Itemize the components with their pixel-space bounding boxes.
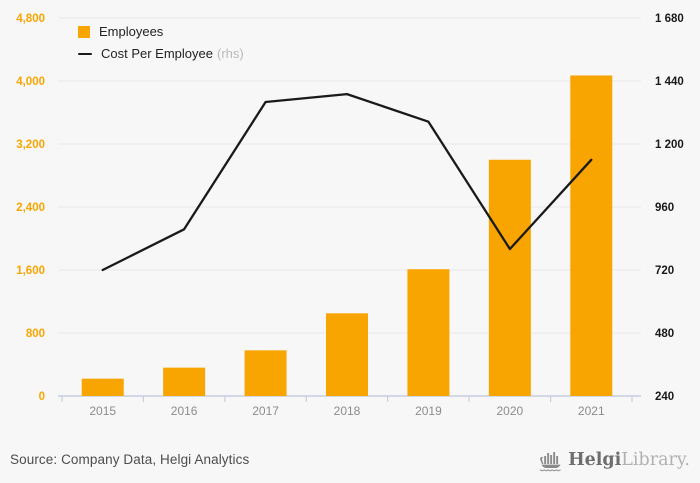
logo-text-bold: Helgi — [568, 450, 622, 471]
left-axis-tick-label: 3,200 — [16, 139, 45, 151]
bar-2017 — [244, 350, 287, 396]
legend-item-employees: Employees — [78, 24, 244, 39]
left-axis-tick-label: 4,000 — [16, 76, 45, 88]
logo-text-light: Library. — [621, 450, 690, 471]
left-axis-tick-label: 1,600 — [16, 265, 45, 277]
chart-area: 0 240 800 480 1,600 720 2,400 960 3,200 1 200 4,00… — [16, 13, 684, 418]
bar-2019 — [407, 269, 450, 396]
x-axis-category-label: 2015 — [89, 404, 116, 418]
x-axis-category-label: 2021 — [578, 404, 605, 418]
bar-2020 — [488, 159, 531, 396]
right-axis-tick-label: 480 — [655, 328, 674, 340]
left-axis-tick-label: 800 — [26, 328, 45, 340]
footer: Source: Company Data, Helgi Analytics He… — [0, 440, 700, 483]
right-axis-tick-label: 1 200 — [655, 139, 684, 151]
x-axis-category-label: 2020 — [497, 404, 524, 418]
right-axis-tick-label: 720 — [655, 265, 674, 277]
right-axis-tick-label: 240 — [655, 391, 674, 403]
x-axis-category-label: 2018 — [334, 404, 361, 418]
line-swatch-icon — [78, 52, 92, 55]
left-axis-tick-label: 2,400 — [16, 202, 45, 214]
bar-2015 — [81, 378, 124, 396]
chart-canvas: 0 240 800 480 1,600 720 2,400 960 3,200 1 200 4,00… — [16, 13, 684, 418]
logo-wordmark: HelgiLibrary. — [568, 452, 690, 470]
legend-label: Employees — [99, 24, 164, 39]
right-axis-tick-label: 1 440 — [655, 76, 684, 88]
legend-item-cost-per-employee: Cost Per Employee (rhs) — [78, 46, 244, 61]
bar-2021 — [570, 75, 613, 397]
x-axis-category-label: 2017 — [252, 404, 279, 418]
bar-2016 — [163, 367, 206, 396]
rhs-note: (rhs) — [217, 46, 244, 61]
x-axis-category-label: 2019 — [415, 404, 442, 418]
helgi-ship-icon — [539, 452, 561, 472]
employees-swatch-icon — [78, 25, 90, 38]
helgi-library-logo: HelgiLibrary. — [539, 448, 690, 474]
left-axis-tick-label: 0 — [39, 391, 45, 403]
legend-label: Cost Per Employee (rhs) — [101, 46, 244, 61]
x-axis-category-label: 2016 — [171, 404, 198, 418]
bar-2018 — [326, 313, 368, 396]
right-axis-tick-label: 960 — [655, 202, 674, 214]
legend: Employees Cost Per Employee (rhs) — [78, 24, 244, 61]
cost-per-employee-line — [101, 92, 593, 272]
source-text: Source: Company Data, Helgi Analytics — [10, 452, 250, 467]
right-axis-tick-label: 1 680 — [655, 13, 684, 25]
left-axis-tick-label: 4,800 — [16, 13, 45, 25]
